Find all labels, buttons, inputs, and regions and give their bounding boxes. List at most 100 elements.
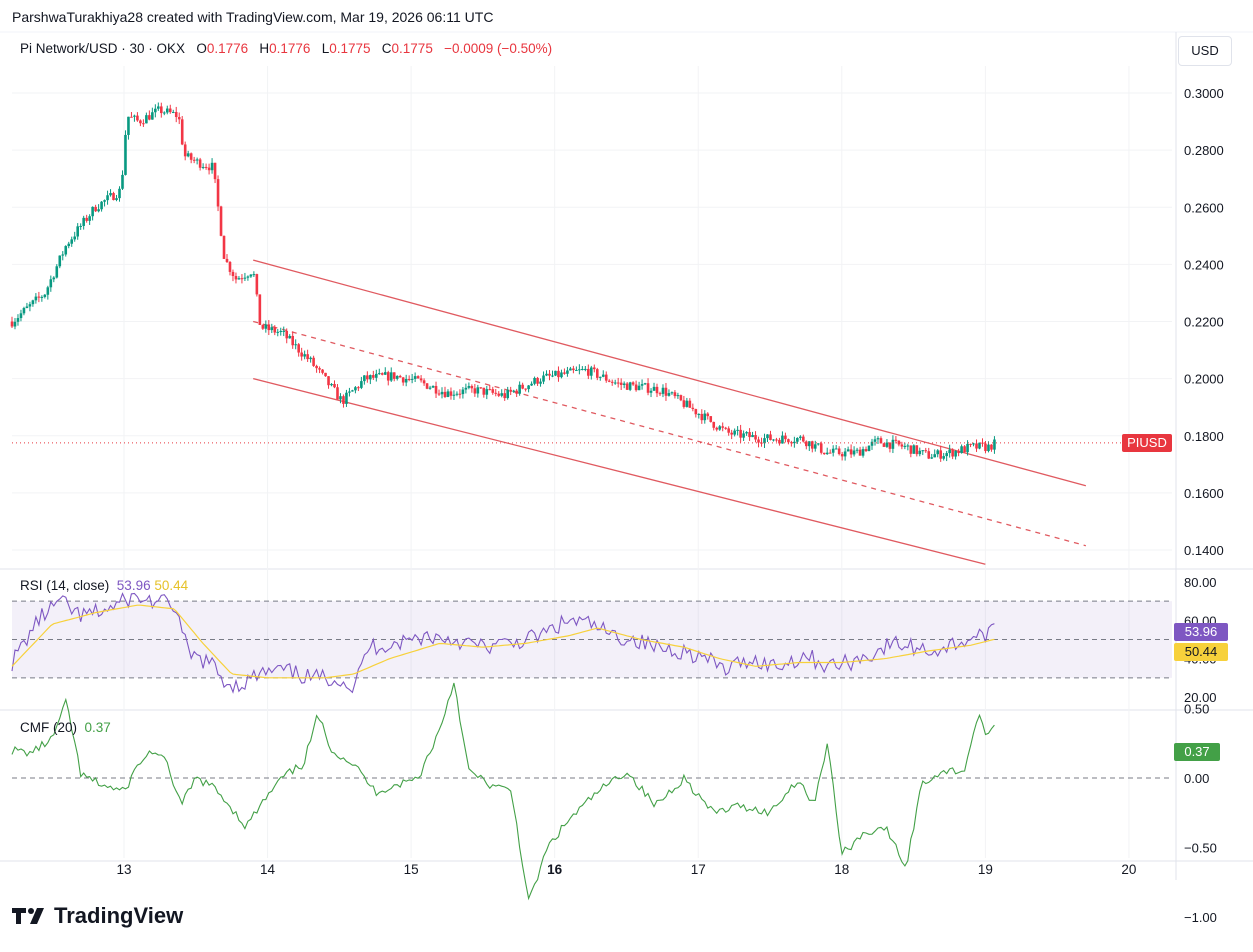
cmf-pane <box>11 682 1172 901</box>
candle-body <box>375 373 378 378</box>
change-value: −0.0009 (−0.50%) <box>444 41 553 56</box>
candle-body <box>566 370 569 374</box>
candle-body <box>721 426 725 428</box>
candle-body <box>270 327 274 331</box>
candle-body <box>13 321 17 327</box>
candle-body <box>831 448 835 453</box>
candle-body <box>19 313 23 319</box>
candle-body <box>282 330 286 332</box>
candle-body <box>894 439 898 441</box>
candle-body <box>479 387 483 389</box>
candle-body <box>613 382 617 384</box>
candle-body <box>697 413 701 415</box>
candle-body <box>500 393 504 396</box>
open-value: 0.1776 <box>206 41 249 56</box>
candle-body <box>145 115 148 124</box>
candle-body <box>837 448 841 455</box>
rsi-legend[interactable]: RSI (14, close) 53.96 50.44 <box>20 578 188 593</box>
cmf-tick-label: 0.50 <box>1184 702 1209 717</box>
candle-body <box>604 374 608 381</box>
time-tick-label: 18 <box>834 862 849 877</box>
candle-body <box>751 435 754 438</box>
candle-body <box>58 255 62 267</box>
candle-body <box>195 159 199 161</box>
candle-body <box>389 372 393 381</box>
candle-body <box>661 387 665 394</box>
candle-body <box>437 393 441 395</box>
candle-body <box>154 108 157 113</box>
rsi-value: 53.96 <box>116 578 151 593</box>
candle-body <box>279 330 283 332</box>
candle-body <box>691 407 695 410</box>
candle-body <box>682 400 686 407</box>
candle-body <box>452 394 456 396</box>
candle-body <box>954 450 957 457</box>
candle-body <box>192 159 196 161</box>
candle-body <box>458 393 462 395</box>
candle-body <box>825 452 829 455</box>
candle-body <box>712 421 716 428</box>
candle-body <box>888 442 892 449</box>
low-label: L <box>321 41 330 56</box>
candle-body <box>410 378 414 380</box>
candle-body <box>760 442 763 444</box>
candle-body <box>631 382 635 385</box>
tradingview-brand[interactable]: TradingView <box>12 903 183 929</box>
candle-body <box>972 443 975 445</box>
candle-body <box>796 438 799 442</box>
candle-body <box>640 384 644 386</box>
candle-body <box>207 167 211 171</box>
candle-body <box>990 444 993 450</box>
candle-body <box>276 331 280 333</box>
candle-body <box>572 368 575 371</box>
candle-body <box>730 432 733 435</box>
candle-body <box>688 400 692 408</box>
candle-body <box>49 279 53 288</box>
symbol-label[interactable]: Pi Network/USD · 30 · OKX <box>20 41 186 56</box>
rsi-pane <box>11 592 1172 694</box>
rsi-title: RSI (14, close) <box>20 578 110 593</box>
candle-body <box>258 294 262 325</box>
candle-body <box>267 324 271 331</box>
candle-body <box>43 294 47 297</box>
currency-button[interactable]: USD <box>1178 36 1232 66</box>
candle-body <box>351 390 354 392</box>
candle-body <box>464 387 468 390</box>
candle-body <box>766 434 769 439</box>
candle-body <box>700 413 704 421</box>
candle-body <box>407 378 411 380</box>
candle-body <box>28 304 32 307</box>
candle-body <box>148 115 151 120</box>
candle-body <box>366 375 369 380</box>
candle-body <box>694 409 698 415</box>
candle-body <box>488 389 492 391</box>
candle-body <box>533 377 536 384</box>
candle-body <box>22 308 26 314</box>
candle-body <box>709 416 713 422</box>
candle-body <box>470 386 474 389</box>
candle-body <box>485 389 489 395</box>
candle-body <box>240 278 244 280</box>
candle-body <box>885 442 889 447</box>
candle-body <box>309 357 312 360</box>
candle-body <box>607 380 611 382</box>
candle-body <box>515 390 518 394</box>
candle-body <box>294 344 297 346</box>
candle-body <box>413 376 417 379</box>
candle-body <box>183 144 187 157</box>
candle-body <box>327 376 330 386</box>
candle-body <box>828 452 832 454</box>
candle-body <box>306 354 309 360</box>
candle-body <box>948 449 951 454</box>
candle-body <box>142 123 145 125</box>
candle-body <box>398 375 402 378</box>
candle-body <box>616 382 620 384</box>
cmf-legend[interactable]: CMF (20) 0.37 <box>20 720 111 735</box>
time-tick-label: 15 <box>404 862 419 877</box>
candle-body <box>372 375 375 378</box>
candle-body <box>790 442 793 444</box>
candle-body <box>625 383 629 390</box>
candle-body <box>55 266 59 278</box>
candle-body <box>165 108 169 113</box>
